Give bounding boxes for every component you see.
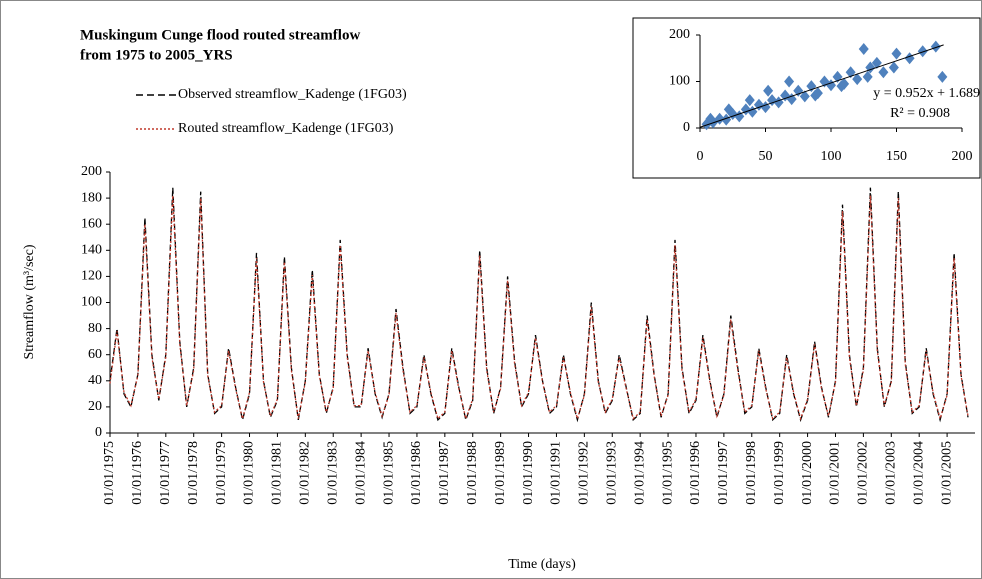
- x-tick-label: 01/01/1975: [102, 441, 117, 505]
- x-tick-label: 01/01/1988: [465, 441, 480, 505]
- y-axis-title: Streamflow (m³/sec): [22, 244, 37, 359]
- scatter-point: [723, 103, 734, 116]
- x-tick-label: 01/01/1993: [604, 441, 619, 505]
- x-tick-label: 01/01/1976: [130, 441, 145, 505]
- x-tick-label: 01/01/2004: [911, 441, 926, 505]
- x-tick-label: 01/01/1994: [632, 441, 647, 505]
- scatter-point: [744, 94, 755, 107]
- y-tick-label: 180: [81, 190, 102, 205]
- series-line: [109, 195, 969, 421]
- x-tick-label: 01/01/1981: [270, 441, 285, 505]
- chart-title: Muskingum Cunge flood routed streamflow: [80, 27, 360, 43]
- scatter-point: [888, 61, 899, 74]
- y-tick-label: 160: [81, 216, 102, 231]
- scatter-point: [799, 90, 810, 103]
- x-tick-label: 01/01/1995: [660, 441, 675, 505]
- scatter-point: [763, 84, 774, 97]
- x-tick-label: 01/01/1980: [242, 441, 257, 505]
- x-tick-label: 01/01/2002: [856, 441, 871, 505]
- x-tick-label: 01/01/2000: [800, 441, 815, 505]
- y-tick-label: 80: [88, 321, 102, 336]
- scatter-point: [871, 56, 882, 69]
- y-tick-label: 40: [88, 373, 102, 388]
- x-tick-label: 01/01/1989: [493, 441, 508, 505]
- scatter-point: [793, 84, 804, 97]
- x-tick-label: 100: [821, 149, 842, 164]
- y-tick-label: 100: [669, 74, 690, 89]
- scatter-point: [937, 70, 948, 83]
- legend-label: Observed streamflow_Kadenge (1FG03): [178, 87, 407, 102]
- scatter-point: [930, 40, 941, 53]
- y-tick-label: 60: [88, 347, 102, 362]
- y-tick-label: 0: [95, 425, 102, 440]
- x-tick-label: 01/01/2003: [884, 441, 899, 505]
- x-tick-label: 01/01/1985: [381, 441, 396, 505]
- x-tick-label: 01/01/1999: [772, 441, 787, 505]
- y-tick-label: 200: [81, 164, 102, 179]
- x-tick-label: 01/01/2001: [828, 441, 843, 505]
- r-squared: R² = 0.908: [890, 106, 950, 121]
- scatter-point: [721, 113, 732, 126]
- scatter-point: [786, 93, 797, 106]
- x-tick-label: 01/01/1998: [744, 441, 759, 505]
- trend-equation: y = 0.952x + 1.689: [873, 86, 980, 101]
- scatter-point: [878, 66, 889, 79]
- x-tick-label: 01/01/1996: [688, 441, 703, 505]
- scatter-point: [810, 89, 821, 102]
- y-tick-label: 0: [683, 120, 690, 135]
- scatter-point: [784, 75, 795, 88]
- scatter-point: [852, 73, 863, 86]
- legend-label: Routed streamflow_Kadenge (1FG03): [178, 121, 394, 136]
- scatter-point: [862, 70, 873, 83]
- x-tick-label: 01/01/1983: [325, 441, 340, 505]
- x-tick-label: 01/01/1987: [437, 441, 452, 505]
- x-tick-label: 01/01/1977: [158, 441, 173, 505]
- y-tick-label: 20: [88, 399, 102, 414]
- x-tick-label: 01/01/1991: [549, 441, 564, 505]
- scatter-point: [705, 112, 716, 125]
- scatter-point: [917, 45, 928, 58]
- x-axis-title: Time (days): [508, 557, 576, 572]
- x-tick-label: 01/01/1997: [716, 441, 731, 505]
- x-tick-label: 01/01/1990: [521, 441, 536, 505]
- x-tick-label: 150: [886, 149, 907, 164]
- x-tick-label: 01/01/1986: [409, 441, 424, 505]
- scatter-point: [891, 47, 902, 60]
- trendline: [699, 44, 944, 128]
- scatter-point: [858, 42, 869, 55]
- x-tick-label: 01/01/1979: [214, 441, 229, 505]
- scatter-point: [836, 80, 847, 93]
- x-tick-label: 01/01/1992: [577, 441, 592, 505]
- y-tick-label: 120: [81, 269, 102, 284]
- y-tick-label: 100: [81, 295, 102, 310]
- x-tick-label: 01/01/2005: [939, 441, 954, 505]
- x-tick-label: 01/01/1982: [298, 441, 313, 505]
- x-tick-label: 200: [952, 149, 973, 164]
- chart-title: from 1975 to 2005_YRS: [80, 47, 233, 63]
- y-tick-label: 200: [669, 27, 690, 42]
- x-tick-label: 50: [759, 149, 773, 164]
- x-tick-label: 0: [697, 149, 704, 164]
- y-tick-label: 140: [81, 243, 102, 258]
- x-tick-label: 01/01/1984: [353, 441, 368, 505]
- x-tick-label: 01/01/1978: [186, 441, 201, 505]
